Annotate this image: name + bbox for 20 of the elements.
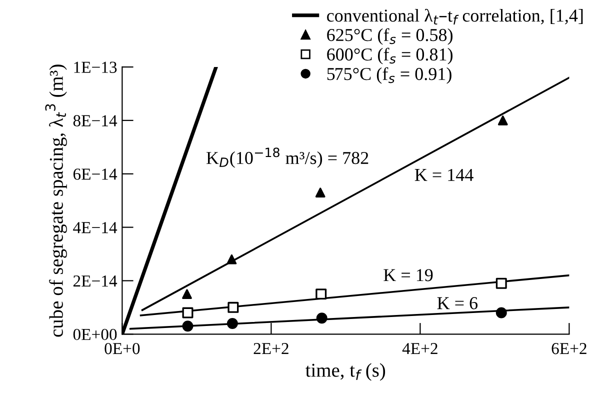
x-tick-label: 0E+0 <box>104 342 140 354</box>
legend-label: 625°C (f$_{s}$ = 0.58) <box>327 28 453 45</box>
legend-label: 600°C (f$_{s}$ = 0.81) <box>327 48 453 64</box>
annotation: K$_{D}$(10$^{−18}$ m³/s) = 782 <box>206 148 368 168</box>
y-tick-label: 6E−14 <box>73 168 118 180</box>
y-tick-label: 4E−14 <box>73 222 118 234</box>
x-axis-title: time, t$_{f}$ (s) <box>306 363 386 381</box>
y-tick-label: 0E+00 <box>73 328 117 340</box>
x-tick-label: 4E+2 <box>402 343 438 354</box>
y-tick-label: 2E−14 <box>73 275 118 286</box>
x-tick-label: 6E+2 <box>552 343 586 354</box>
y-axis-title: cube of segregate spacing, λ$_{t}$$^{3}$ (m³) <box>45 64 67 337</box>
x-tick-label: 2E+2 <box>254 343 288 354</box>
y-tick-label: 1E−13 <box>74 62 117 73</box>
legend-label: 575°C (f$_{s}$ = 0.91) <box>327 67 452 84</box>
annotation: K = 6 <box>437 297 478 310</box>
legend-label: conventional λ$_{t}$–t$_{f}$ correlation, [1,4] <box>327 8 583 25</box>
y-tick-label: 8E−14 <box>73 115 118 126</box>
annotation: K = 144 <box>414 168 474 181</box>
annotation: K = 19 <box>384 269 433 282</box>
